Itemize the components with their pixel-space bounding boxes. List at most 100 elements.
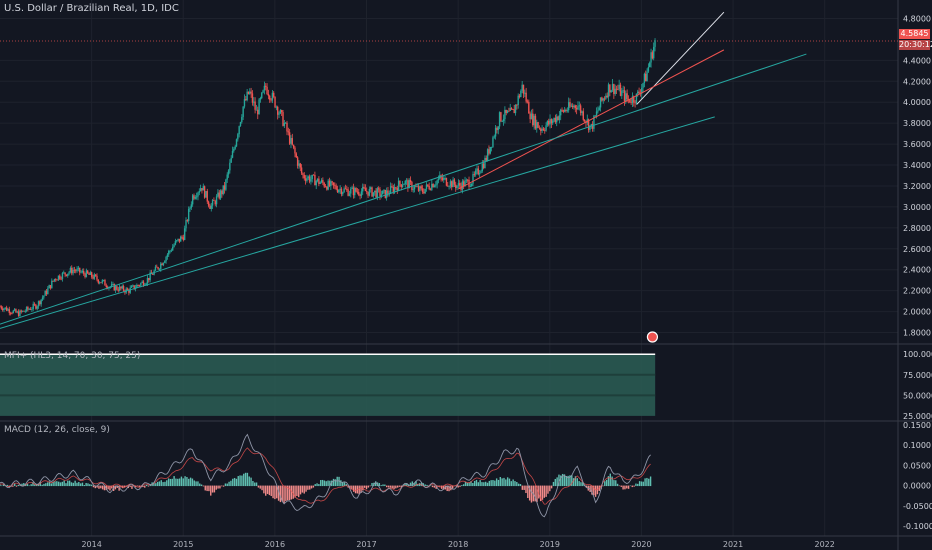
candle-body [601, 97, 603, 101]
macd-histogram-bar [43, 483, 45, 487]
macd-histogram-bar [549, 485, 551, 492]
candle-body [352, 187, 355, 196]
candle-body [488, 149, 490, 154]
macd-histogram-bar [272, 485, 274, 499]
candle-body [653, 46, 655, 59]
candle-body [209, 205, 211, 209]
macd-histogram-bar [208, 485, 210, 492]
candle-body [28, 309, 30, 310]
price-tick-label: 3.4000 [903, 161, 931, 170]
candle-body [630, 102, 632, 104]
candle-body [476, 168, 478, 171]
candle-body [32, 303, 34, 309]
candle-body [354, 188, 356, 196]
macd-histogram-bar [312, 485, 315, 488]
candle-body [191, 195, 194, 205]
macd-histogram-bar [457, 485, 459, 488]
candle-body [85, 270, 88, 278]
macd-histogram-bar [345, 484, 348, 487]
macd-histogram-bar [327, 480, 329, 487]
candle-body [63, 272, 65, 274]
macd-histogram-bar [241, 475, 243, 487]
candle-body [518, 95, 521, 97]
candle-body [0, 306, 3, 309]
macd-histogram-bar [261, 485, 263, 491]
candle-body [362, 186, 364, 192]
macd-histogram-bar [199, 483, 201, 487]
candle-body [375, 190, 377, 198]
macd-histogram-bar [525, 485, 527, 494]
macd-histogram-bar [78, 481, 80, 487]
candle-body [582, 111, 584, 120]
candle-body [44, 290, 46, 296]
candle-body [399, 180, 401, 185]
candle-body [202, 186, 204, 191]
candle-body [318, 178, 320, 184]
macd-histogram-bar [644, 478, 646, 487]
candle-body [255, 109, 258, 111]
candle-body [451, 181, 453, 188]
macd-histogram-bar [340, 480, 342, 487]
candle-body [372, 192, 375, 197]
macd-histogram-bar [349, 485, 351, 489]
macd-histogram-bar [285, 485, 287, 502]
candle-body [412, 189, 414, 191]
candle-body [75, 270, 77, 272]
candle-body [194, 197, 197, 199]
candle-body [86, 270, 89, 274]
macd-histogram-bar [510, 481, 513, 487]
macd-histogram-bar [129, 485, 131, 487]
macd-histogram-bar [298, 485, 300, 498]
macd-histogram-bar [61, 481, 64, 487]
candle-body [97, 279, 100, 283]
macd-histogram-bar [307, 485, 309, 490]
macd-histogram-bar [585, 485, 588, 488]
candle-body [276, 106, 279, 115]
macd-histogram-bar [649, 476, 652, 487]
candle-body [126, 288, 129, 290]
mfi-tick-label: 75.0000 [903, 371, 932, 380]
chart-title: U.S. Dollar / Brazilian Real, 1D, IDC [4, 3, 179, 14]
candle-body [605, 95, 607, 99]
macd-histogram-bar [79, 483, 82, 487]
candle-body [389, 186, 392, 194]
candle-body [33, 303, 36, 305]
candle-body [548, 120, 550, 125]
candle-body [117, 289, 119, 291]
macd-histogram-bar [109, 485, 111, 491]
macd-histogram-bar [530, 485, 533, 503]
macd-histogram-bar [367, 485, 370, 488]
candle-body [57, 275, 60, 280]
candle-body [602, 98, 604, 101]
macd-histogram-bar [145, 484, 148, 487]
candle-body [391, 186, 393, 188]
macd-histogram-bar [224, 483, 227, 487]
candle-body [497, 126, 499, 131]
macd-histogram-bar [277, 485, 280, 501]
macd-histogram-bar [74, 480, 76, 487]
candle-body [233, 148, 235, 152]
macd-histogram-bar [32, 482, 34, 487]
macd-histogram-bar [250, 477, 252, 487]
candle-body [234, 146, 236, 149]
macd-histogram-bar [235, 478, 238, 487]
macd-histogram-bar [484, 481, 487, 487]
candle-body [90, 272, 93, 277]
candle-body [578, 105, 581, 107]
candle-body [259, 98, 262, 100]
candle-body [368, 189, 371, 196]
macd-histogram-bar [180, 476, 183, 487]
macd-histogram-bar [613, 480, 615, 487]
candle-body [140, 282, 142, 286]
candle-body [641, 87, 643, 94]
macd-histogram-bar [45, 483, 47, 487]
candle-body [121, 286, 123, 289]
candle-body [61, 272, 64, 279]
candle-body [41, 297, 44, 300]
candle-body [219, 190, 222, 199]
candle-body [575, 107, 578, 110]
candle-body [472, 174, 474, 184]
macd-histogram-bar [301, 485, 304, 493]
candle-body [356, 191, 359, 193]
